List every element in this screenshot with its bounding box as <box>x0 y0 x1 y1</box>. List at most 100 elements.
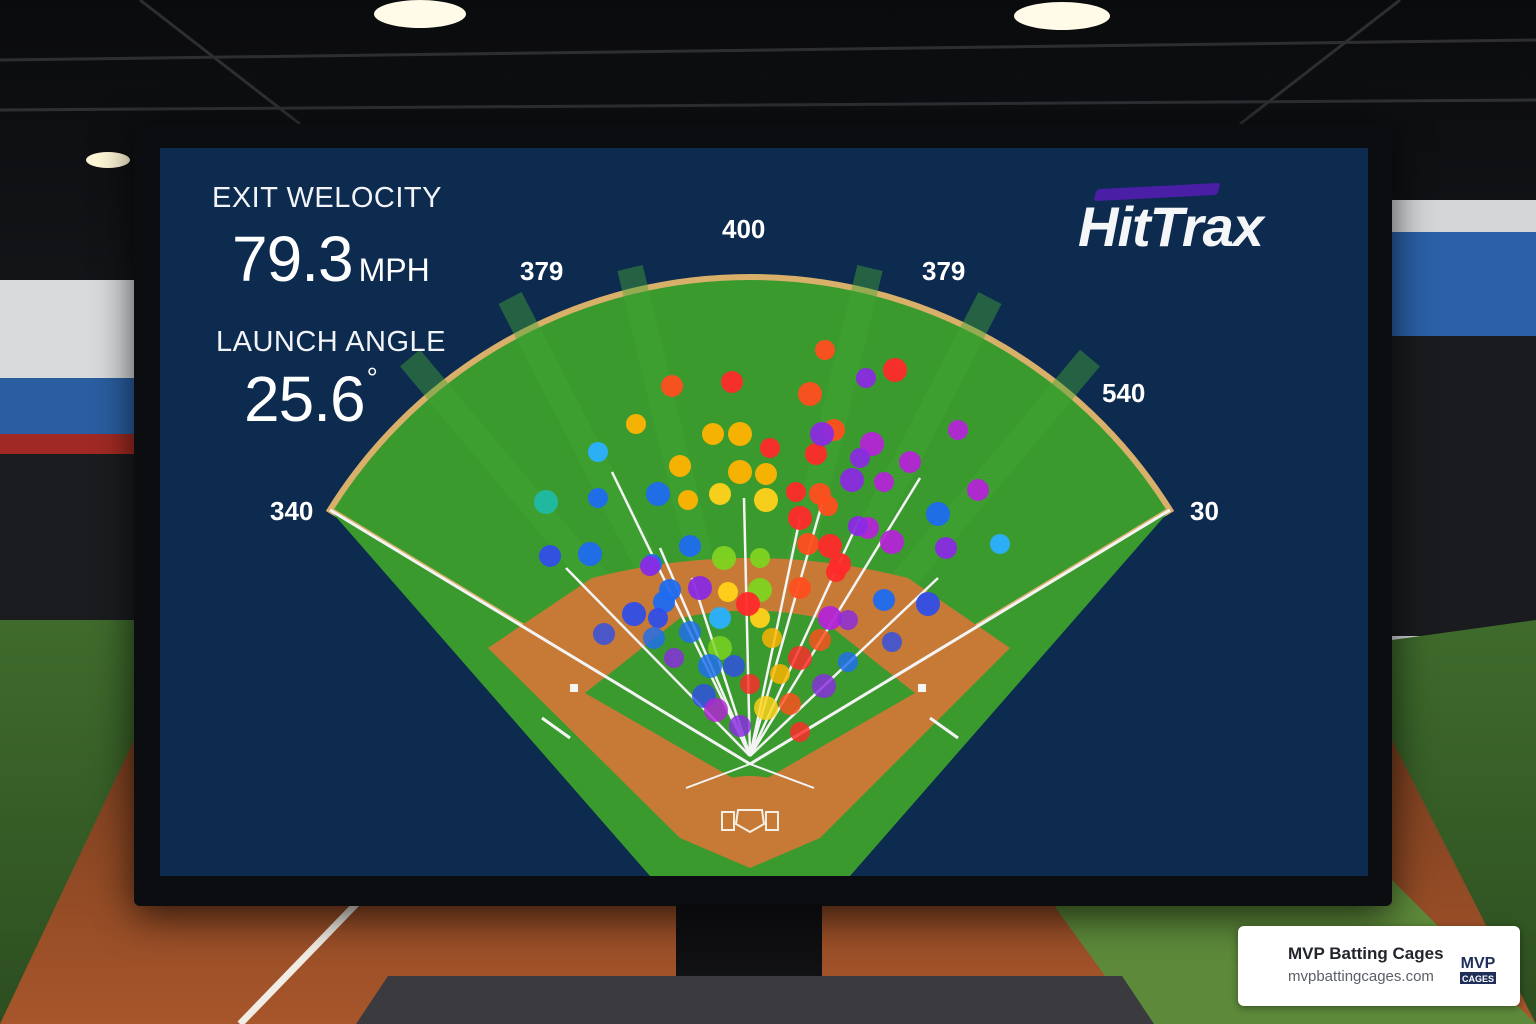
batted-ball-marker <box>916 592 940 616</box>
mvp-logo-icon: MVP CAGES <box>1460 955 1496 984</box>
hittrax-display: EXIT WELOCITY 79.3 MPH LAUNCH ANGLE 25.6°… <box>160 148 1368 876</box>
batted-ball-marker <box>709 483 731 505</box>
batted-ball-marker <box>755 463 777 485</box>
ceiling-light-icon <box>86 152 130 168</box>
svg-text:CAGES: CAGES <box>1462 974 1494 984</box>
batted-ball-marker <box>709 607 731 629</box>
watermark-title: MVP Batting Cages <box>1288 944 1444 963</box>
batted-ball-marker <box>643 627 665 649</box>
batted-ball-markers <box>534 340 1010 742</box>
monitor-base <box>356 976 1154 1024</box>
batted-ball-marker <box>815 340 835 360</box>
outfield-grass <box>325 274 1175 768</box>
batted-ball-marker <box>760 438 780 458</box>
batted-ball-marker <box>880 530 904 554</box>
batted-ball-marker <box>935 537 957 559</box>
batted-ball-marker <box>708 636 732 660</box>
batted-ball-marker <box>712 546 736 570</box>
batted-ball-marker <box>967 479 989 501</box>
batted-ball-marker <box>990 534 1010 554</box>
batted-ball-marker <box>779 693 801 715</box>
batted-ball-marker <box>899 451 921 473</box>
batted-ball-marker <box>740 674 760 694</box>
batted-ball-marker <box>728 460 752 484</box>
batted-ball-marker <box>593 623 615 645</box>
batted-ball-marker <box>762 628 782 648</box>
batted-ball-marker <box>788 506 812 530</box>
batted-ball-marker <box>926 502 950 526</box>
batted-ball-marker <box>646 482 670 506</box>
distance-right-upper: 540 <box>1102 378 1146 408</box>
batted-ball-marker <box>679 621 701 643</box>
ceiling-light-icon <box>374 0 466 28</box>
batted-ball-marker <box>588 488 608 508</box>
home-plate-dirt <box>686 776 814 856</box>
launch-angle-number: 25.6 <box>244 363 366 435</box>
batted-ball-marker <box>664 648 684 668</box>
distance-right-line: 30 <box>1190 496 1219 526</box>
batted-ball-marker <box>698 654 722 678</box>
batted-ball-marker <box>809 629 831 651</box>
batted-ball-marker <box>840 468 864 492</box>
batted-ball-marker <box>818 534 842 558</box>
batted-ball-marker <box>679 535 701 557</box>
batted-ball-marker <box>818 496 838 516</box>
batted-ball-marker <box>850 448 870 468</box>
distance-left-center: 379 <box>520 256 564 286</box>
hittrax-logo: HitTrax <box>1078 195 1264 258</box>
right-foul-line <box>749 508 1171 766</box>
spray-chart-field <box>325 264 1175 876</box>
batted-ball-marker <box>678 490 698 510</box>
ceiling-light-icon <box>1014 2 1110 30</box>
exit-velocity-label: EXIT WELOCITY <box>212 182 442 214</box>
distance-left-line: 340 <box>270 496 314 526</box>
svg-text:MVP: MVP <box>1461 955 1496 972</box>
batted-ball-marker <box>626 414 646 434</box>
batted-ball-marker <box>797 533 819 555</box>
watermark-badge <box>1238 926 1520 1006</box>
batted-ball-marker <box>640 556 660 576</box>
batted-ball-marker <box>883 358 907 382</box>
batted-ball-marker <box>948 420 968 440</box>
batted-ball-marker <box>873 589 895 611</box>
batted-ball-marker <box>786 482 806 502</box>
batted-ball-marker <box>534 490 558 514</box>
launch-angle-label: LAUNCH ANGLE <box>216 326 447 358</box>
batted-ball-marker <box>789 577 811 599</box>
batted-ball-marker <box>728 422 752 446</box>
batted-ball-marker <box>702 423 724 445</box>
launch-angle-unit: ° <box>366 362 378 393</box>
batted-ball-marker <box>829 553 851 575</box>
launch-angle-value: 25.6° <box>244 362 378 436</box>
exit-velocity-value: 79.3 MPH <box>232 222 430 296</box>
batted-ball-marker <box>729 715 751 737</box>
batted-ball-marker <box>790 722 810 742</box>
home-plate-icon <box>734 809 766 834</box>
batted-ball-marker <box>812 674 836 698</box>
batted-ball-marker <box>818 606 842 630</box>
batted-ball-marker <box>588 442 608 462</box>
batted-ball-marker <box>874 472 894 492</box>
batted-ball-marker <box>648 608 668 628</box>
batted-ball-marker <box>723 655 745 677</box>
batted-ball-marker <box>688 576 712 600</box>
batted-ball-marker <box>718 582 738 602</box>
batted-ball-marker <box>754 696 778 720</box>
batted-ball-marker <box>736 592 760 616</box>
batted-ball-marker <box>788 646 812 670</box>
batted-ball-marker <box>750 548 770 568</box>
distance-center: 400 <box>722 214 766 244</box>
batted-ball-marker <box>856 368 876 388</box>
batted-ball-marker <box>669 455 691 477</box>
batted-ball-marker <box>882 632 902 652</box>
batted-ball-marker <box>805 443 827 465</box>
batted-ball-marker <box>848 516 868 536</box>
left-foul-line <box>329 508 751 766</box>
batted-ball-marker <box>838 652 858 672</box>
batted-ball-marker <box>539 545 561 567</box>
batted-ball-marker <box>798 382 822 406</box>
batted-ball-marker <box>754 488 778 512</box>
batted-ball-marker <box>653 591 675 613</box>
first-base-icon <box>570 684 578 692</box>
watermark-url: mvpbattingcages.com <box>1288 968 1434 985</box>
